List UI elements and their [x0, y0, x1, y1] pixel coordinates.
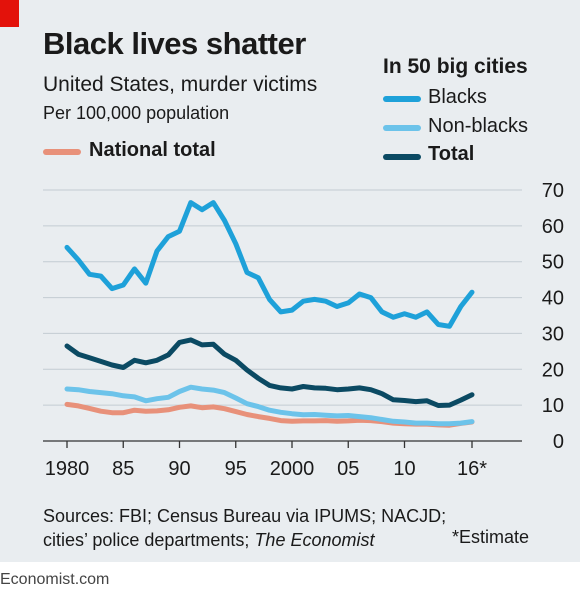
credit-text: Economist.com	[0, 571, 110, 588]
x-tick-label: 05	[337, 458, 359, 480]
y-tick-label: 40	[542, 288, 564, 310]
legend-group-title: In 50 big cities	[383, 55, 528, 78]
x-tick-label: 90	[168, 458, 190, 480]
legend-total-swatch	[383, 154, 421, 160]
chart-title: Black lives shatter	[43, 26, 306, 61]
x-tick-label: 95	[225, 458, 247, 480]
legend-total-label: Total	[428, 143, 475, 165]
y-tick-label: 30	[542, 323, 564, 345]
y-tick-label: 10	[542, 395, 564, 417]
series-line-non-blacks	[64, 384, 475, 427]
legend-blacks-swatch	[383, 96, 421, 102]
y-tick-label: 0	[553, 431, 564, 453]
series-line-total	[64, 337, 475, 408]
y-tick-label: 70	[542, 180, 564, 202]
y-tick-label: 20	[542, 359, 564, 381]
sources-note: Sources: FBI; Census Bureau via IPUMS; N…	[43, 504, 463, 552]
x-tick-label: 85	[112, 458, 134, 480]
x-tick-label: 1980	[45, 458, 90, 480]
brand-accent-bar	[0, 0, 19, 27]
y-tick-label: 50	[542, 252, 564, 274]
x-tick-label: 16*	[457, 458, 487, 480]
chart-units: Per 100,000 population	[43, 103, 230, 123]
series-line-blacks	[64, 200, 475, 329]
chart-subtitle: United States, murder victims	[43, 73, 318, 96]
line-chart: 0 10 20 30 40 50 60 70 1980 85 90 95 2000 05 10 16*	[43, 180, 564, 480]
legend-nonblacks-label: Non-blacks	[428, 115, 529, 137]
legend-blacks-label: Blacks	[428, 86, 487, 108]
x-tick-label: 2000	[270, 458, 315, 480]
sources-italic: The Economist	[254, 530, 375, 550]
x-tick-label: 10	[393, 458, 415, 480]
estimate-note: *Estimate	[452, 527, 530, 547]
legend-national-swatch	[43, 149, 81, 155]
chart-card: Black lives shatter United States, murde…	[0, 0, 580, 562]
legend-nonblacks-swatch	[383, 125, 421, 131]
y-tick-label: 60	[542, 216, 564, 238]
sources-prefix: Sources: FBI; Census Bureau via IPUMS; N…	[43, 506, 447, 550]
legend-national-label: National total	[89, 139, 216, 161]
